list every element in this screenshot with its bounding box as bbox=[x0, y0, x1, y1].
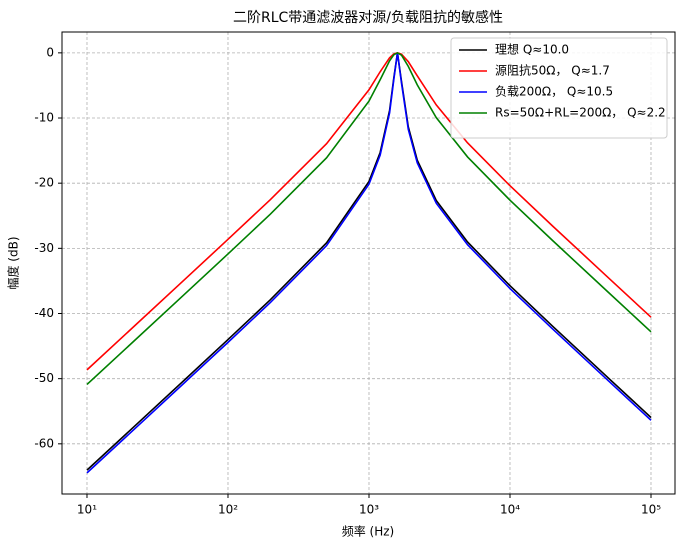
y-tick-label: 0 bbox=[46, 45, 54, 59]
y-tick-label: -40 bbox=[34, 306, 54, 320]
y-tick-label: -30 bbox=[34, 241, 54, 255]
series-line bbox=[86, 51, 652, 386]
chart-title: 二阶RLC带通滤波器对源/负载阻抗的敏感性 bbox=[233, 9, 503, 26]
x-tick-label: 10¹ bbox=[77, 503, 97, 517]
legend-box bbox=[450, 37, 668, 139]
x-tick-label: 10³ bbox=[359, 503, 379, 517]
legend-label: 源阻抗50Ω， Q≈1.7 bbox=[495, 63, 610, 78]
legend: 理想 Q≈10.0 源阻抗50Ω， Q≈1.7 负载200Ω， Q≈10.5 Rs=5… bbox=[450, 37, 668, 139]
x-tick-label: 10² bbox=[218, 503, 238, 517]
x-tick-label: 10⁴ bbox=[500, 503, 520, 517]
y-tick-label: -20 bbox=[34, 176, 54, 190]
y-tick-label: -10 bbox=[34, 111, 54, 125]
legend-label: Rs=50Ω+RL=200Ω， Q≈2.2 bbox=[495, 106, 666, 120]
legend-label: 理想 Q≈10.0 bbox=[495, 42, 569, 57]
y-tick-label: -50 bbox=[34, 371, 54, 385]
y-tick-label: -60 bbox=[34, 436, 54, 450]
y-axis-label: 幅度 (dB) bbox=[6, 236, 21, 289]
legend-label: 负载200Ω， Q≈10.5 bbox=[495, 85, 613, 99]
x-axis-label: 频率 (Hz) bbox=[342, 524, 395, 539]
series-line bbox=[86, 52, 652, 474]
plot-frame bbox=[61, 31, 676, 495]
x-tick-label: 10⁵ bbox=[641, 503, 661, 517]
